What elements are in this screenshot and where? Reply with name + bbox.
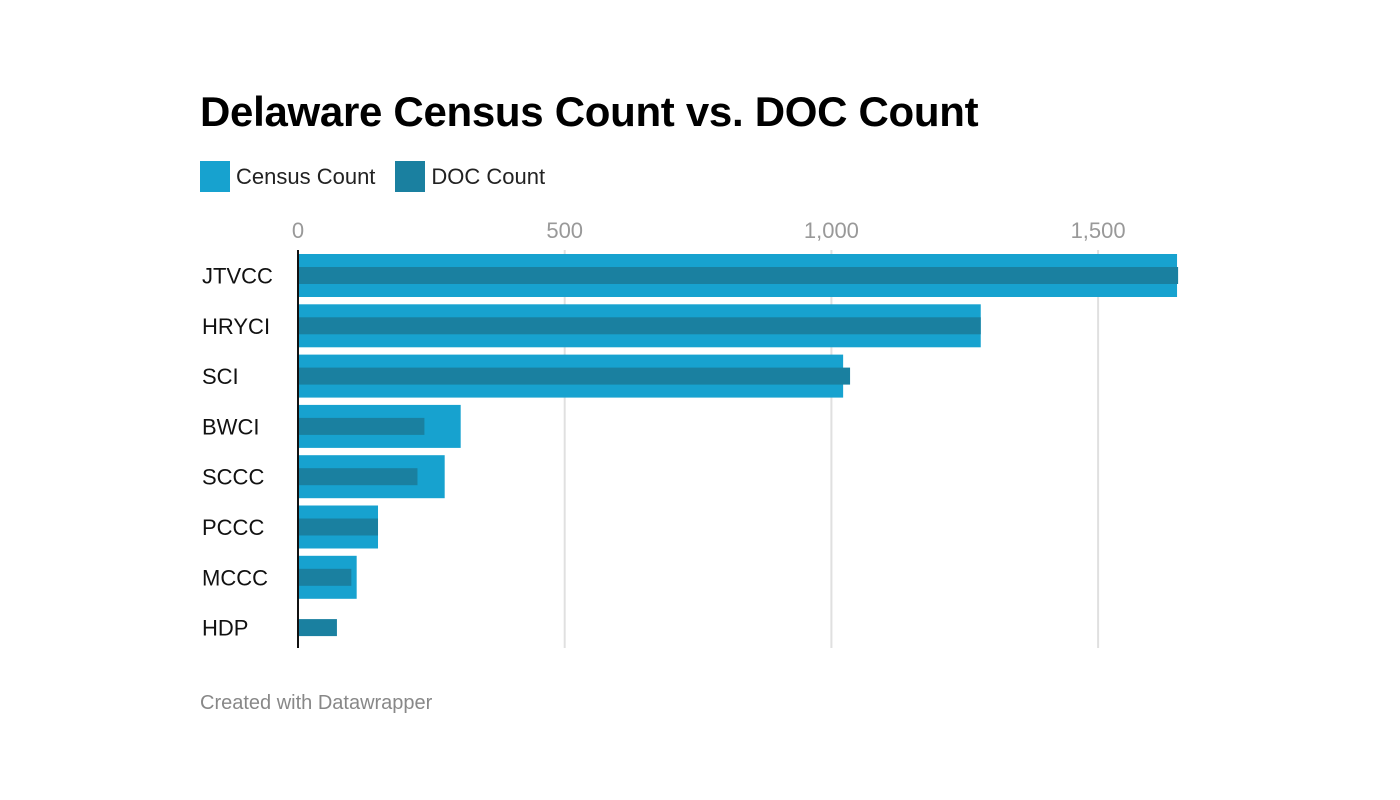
category-label-sci: SCI	[202, 364, 239, 389]
legend-label-census: Census Count	[236, 164, 376, 189]
category-label-sccc: SCCC	[202, 465, 264, 490]
x-axis-ticks: 0 500 1,000 1,500	[292, 218, 1126, 243]
bar-doc-bwci	[298, 417, 425, 435]
bar-doc-sccc	[298, 468, 418, 486]
category-label-hdp: HDP	[202, 616, 248, 641]
legend-label-doc: DOC Count	[431, 164, 546, 189]
legend-swatch-doc	[395, 161, 426, 192]
bar-doc-jtvcc	[298, 267, 1179, 284]
legend-swatch-census	[200, 161, 230, 192]
category-label-jtvcc: JTVCC	[202, 264, 273, 289]
footer-note: Created with Datawrapper	[200, 692, 433, 714]
bar-doc-hdp	[298, 619, 337, 637]
x-tick-label: 1,500	[1071, 218, 1126, 243]
category-label-pccc: PCCC	[202, 515, 264, 540]
legend-item-census: Census Count	[200, 161, 375, 192]
bar-doc-mccc	[298, 568, 352, 586]
legend-item-doc: DOC Count	[395, 161, 545, 192]
bar-doc-hryci	[298, 317, 981, 335]
bar-doc-pccc	[298, 518, 379, 536]
chart-title: Delaware Census Count vs. DOC Count	[200, 88, 979, 135]
category-labels: JTVCC HRYCI SCI BWCI SCCC PCCC MCCC HDP	[202, 264, 273, 641]
x-tick-label: 1,000	[804, 218, 859, 243]
x-tick-label: 0	[292, 218, 304, 243]
legend: Census Count DOC Count	[200, 161, 565, 192]
bars	[298, 254, 1179, 637]
category-label-bwci: BWCI	[202, 414, 259, 439]
x-tick-label: 500	[546, 218, 583, 243]
category-label-hryci: HRYCI	[202, 314, 270, 339]
bar-doc-sci	[298, 367, 851, 385]
category-label-mccc: MCCC	[202, 565, 268, 590]
